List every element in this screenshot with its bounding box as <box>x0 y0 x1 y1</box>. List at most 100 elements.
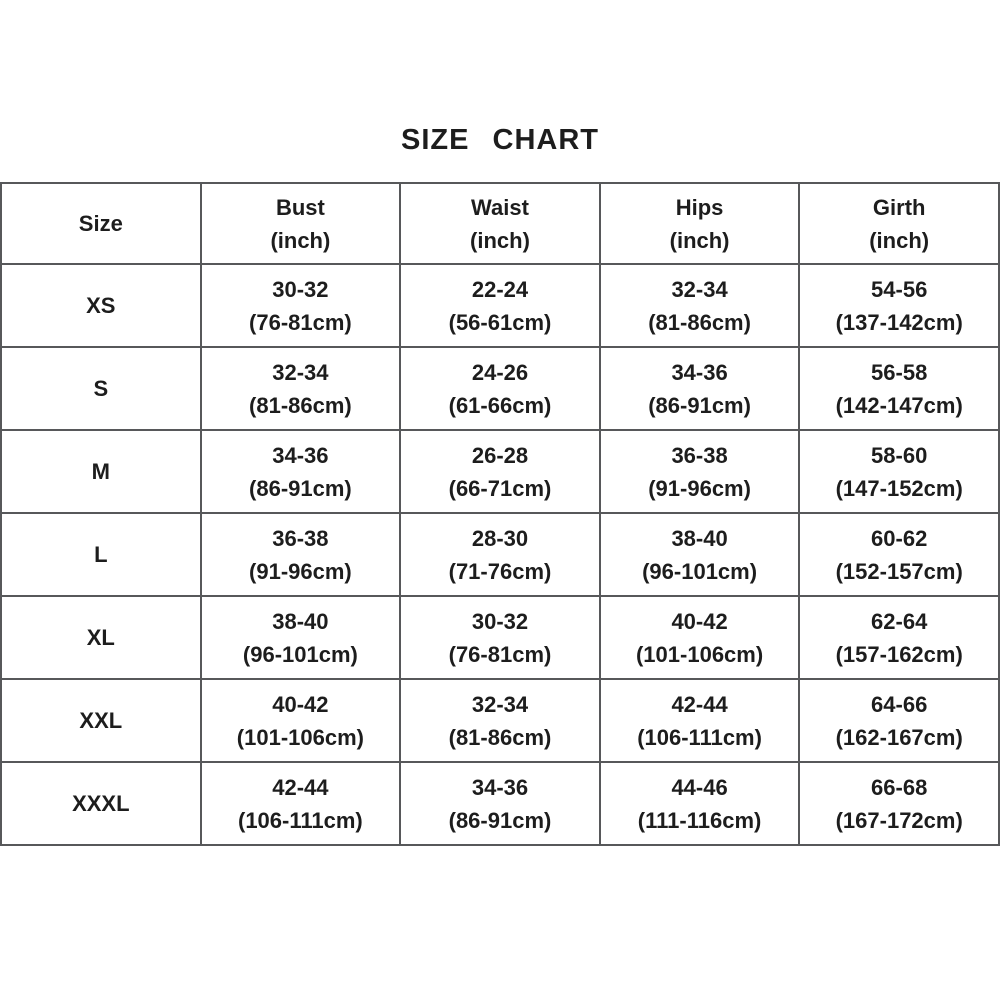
bust-cm-value: (96-101cm) <box>242 641 358 667</box>
hips-cm-value: (106-111cm) <box>637 724 762 750</box>
header-waist-label: Waist <box>471 194 529 220</box>
bust-cm-value: (81-86cm) <box>249 392 352 418</box>
table-row: XS 30-32 (76-81cm) 22-24 (56-61cm) 32-34… <box>0 263 1000 348</box>
bust-cell: 34-36 (86-91cm) <box>199 429 402 514</box>
hips-cm-value: (111-116cm) <box>637 807 762 833</box>
girth-cm-value: (167-172cm) <box>835 807 963 833</box>
girth-cm-value: (152-157cm) <box>835 558 963 584</box>
girth-cell: 64-66 (162-167cm) <box>798 678 1000 763</box>
hips-cell: 44-46 (111-116cm) <box>598 761 801 846</box>
girth-cm-value: (162-167cm) <box>835 724 963 750</box>
hips-cell: 38-40 (96-101cm) <box>598 512 801 597</box>
waist-cm-value: (71-76cm) <box>448 558 552 584</box>
girth-inch-value: 56-58 <box>871 359 928 385</box>
hips-cell: 34-36 (86-91cm) <box>598 346 801 431</box>
header-girth-unit: (inch) <box>869 227 930 253</box>
hips-cm-value: (96-101cm) <box>642 558 758 584</box>
hips-cm-value: (86-91cm) <box>648 392 751 418</box>
bust-inch-value: 32-34 <box>272 359 329 385</box>
waist-cell: 24-26 (61-66cm) <box>399 346 601 431</box>
header-hips-label: Hips <box>675 194 724 220</box>
hips-cell: 40-42 (101-106cm) <box>598 595 801 680</box>
size-cell: L <box>0 512 202 597</box>
waist-cm-value: (76-81cm) <box>448 641 552 667</box>
size-cell: M <box>0 429 202 514</box>
hips-cell: 36-38 (91-96cm) <box>598 429 801 514</box>
size-value: XXL <box>79 708 123 733</box>
waist-inch-value: 34-36 <box>471 774 529 800</box>
header-girth: Girth (inch) <box>798 182 1000 265</box>
bust-cell: 32-34 (81-86cm) <box>199 346 402 431</box>
hips-inch-value: 44-46 <box>671 774 728 800</box>
girth-inch-value: 62-64 <box>871 608 928 634</box>
girth-inch-value: 66-68 <box>871 774 928 800</box>
table-row: S 32-34 (81-86cm) 24-26 (61-66cm) 34-36 … <box>0 346 1000 431</box>
waist-inch-value: 26-28 <box>471 442 529 468</box>
header-waist: Waist (inch) <box>399 182 601 265</box>
size-cell: XL <box>0 595 202 680</box>
hips-inch-value: 40-42 <box>671 608 728 634</box>
waist-cm-value: (86-91cm) <box>448 807 552 833</box>
hips-inch-value: 32-34 <box>671 276 728 302</box>
bust-inch-value: 40-42 <box>272 691 329 717</box>
size-value: XS <box>86 293 116 318</box>
girth-cm-value: (142-147cm) <box>835 392 963 418</box>
bust-cm-value: (86-91cm) <box>249 475 352 501</box>
bust-cell: 30-32 (76-81cm) <box>199 263 402 348</box>
table-row: L 36-38 (91-96cm) 28-30 (71-76cm) 38-40 … <box>0 512 1000 597</box>
size-value: M <box>91 459 110 484</box>
hips-inch-value: 42-44 <box>671 691 728 717</box>
header-girth-label: Girth <box>872 194 926 220</box>
girth-cell: 62-64 (157-162cm) <box>798 595 1000 680</box>
hips-cm-value: (81-86cm) <box>648 309 751 335</box>
size-cell: S <box>0 346 202 431</box>
waist-cell: 28-30 (71-76cm) <box>399 512 601 597</box>
header-size: Size <box>0 182 202 265</box>
waist-cm-value: (66-71cm) <box>448 475 552 501</box>
bust-cell: 36-38 (91-96cm) <box>199 512 402 597</box>
bust-inch-value: 38-40 <box>272 608 329 634</box>
size-cell: XXL <box>0 678 202 763</box>
size-chart-table: Size Bust (inch) Waist (inch) Hips (inch… <box>0 182 1000 846</box>
waist-inch-value: 24-26 <box>471 359 529 385</box>
waist-cell: 26-28 (66-71cm) <box>399 429 601 514</box>
girth-inch-value: 60-62 <box>871 525 928 551</box>
bust-cm-value: (91-96cm) <box>249 558 352 584</box>
header-hips: Hips (inch) <box>598 182 801 265</box>
hips-inch-value: 38-40 <box>671 525 728 551</box>
table-row: XL 38-40 (96-101cm) 30-32 (76-81cm) 40-4… <box>0 595 1000 680</box>
waist-cell: 34-36 (86-91cm) <box>399 761 601 846</box>
header-bust: Bust (inch) <box>199 182 402 265</box>
waist-cm-value: (56-61cm) <box>448 309 552 335</box>
table-row: XXL 40-42 (101-106cm) 32-34 (81-86cm) 42… <box>0 678 1000 763</box>
table-row: XXXL 42-44 (106-111cm) 34-36 (86-91cm) 4… <box>0 761 1000 846</box>
bust-inch-value: 42-44 <box>272 774 329 800</box>
bust-cm-value: (101-106cm) <box>236 724 364 750</box>
bust-cell: 38-40 (96-101cm) <box>199 595 402 680</box>
size-cell: XXXL <box>0 761 202 846</box>
girth-inch-value: 64-66 <box>871 691 928 717</box>
bust-inch-value: 36-38 <box>272 525 329 551</box>
waist-inch-value: 22-24 <box>471 276 529 302</box>
girth-cm-value: (137-142cm) <box>835 309 963 335</box>
waist-cm-value: (81-86cm) <box>448 724 552 750</box>
girth-cell: 58-60 (147-152cm) <box>798 429 1000 514</box>
hips-cell: 32-34 (81-86cm) <box>598 263 801 348</box>
table-header-row: Size Bust (inch) Waist (inch) Hips (inch… <box>0 182 1000 265</box>
size-value: XXXL <box>72 791 130 816</box>
page-title: SIZE CHART <box>401 124 599 156</box>
waist-cell: 22-24 (56-61cm) <box>399 263 601 348</box>
size-value: S <box>93 376 109 401</box>
header-bust-unit: (inch) <box>270 227 331 253</box>
girth-cell: 66-68 (167-172cm) <box>798 761 1000 846</box>
girth-inch-value: 54-56 <box>871 276 928 302</box>
hips-cm-value: (91-96cm) <box>648 475 751 501</box>
bust-cm-value: (106-111cm) <box>238 807 363 833</box>
waist-cell: 30-32 (76-81cm) <box>399 595 601 680</box>
table-row: M 34-36 (86-91cm) 26-28 (66-71cm) 36-38 … <box>0 429 1000 514</box>
girth-cm-value: (157-162cm) <box>835 641 963 667</box>
girth-cell: 60-62 (152-157cm) <box>798 512 1000 597</box>
girth-cell: 54-56 (137-142cm) <box>798 263 1000 348</box>
hips-inch-value: 34-36 <box>671 359 728 385</box>
size-value: XL <box>86 625 115 650</box>
